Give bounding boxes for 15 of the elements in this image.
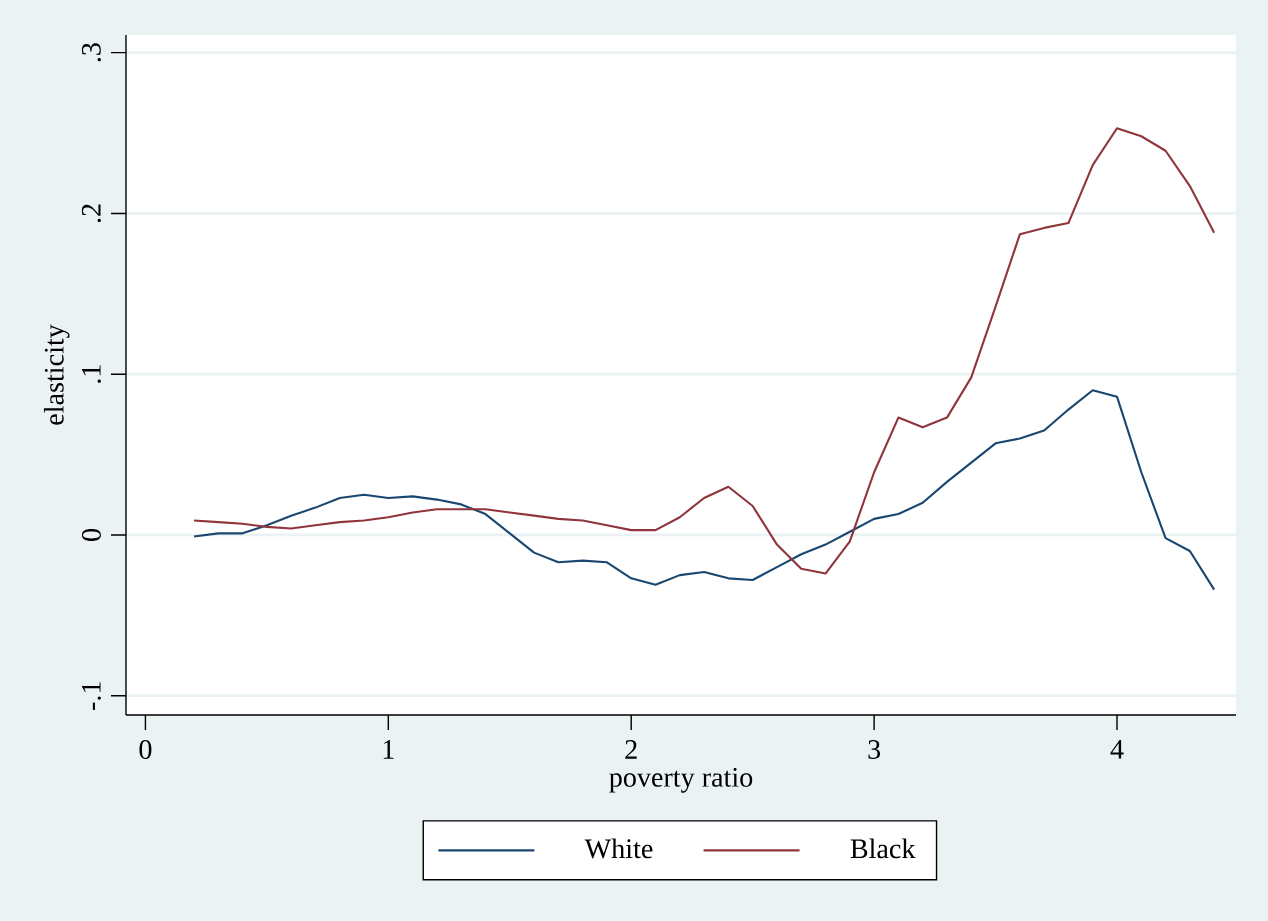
legend-label: White [584, 838, 653, 859]
y-tick-label: .2 [81, 204, 101, 223]
x-tick-label: 4 [1110, 740, 1124, 759]
y-tick-label: 0 [81, 528, 101, 541]
x-tick-label: 2 [625, 740, 637, 759]
legend-label: Black [850, 838, 916, 859]
y-axis-title: elasticity [43, 324, 70, 425]
y-tick-label: -.1 [81, 682, 101, 710]
x-axis-title: poverty ratio [609, 767, 753, 793]
line-series [192, 389, 1216, 591]
x-tick-label: 1 [383, 740, 394, 759]
x-tick-label: 3 [868, 740, 881, 759]
y-tick-label: .1 [81, 365, 101, 383]
x-tick-label: 0 [139, 740, 152, 760]
y-tick-label: .3 [81, 43, 101, 62]
